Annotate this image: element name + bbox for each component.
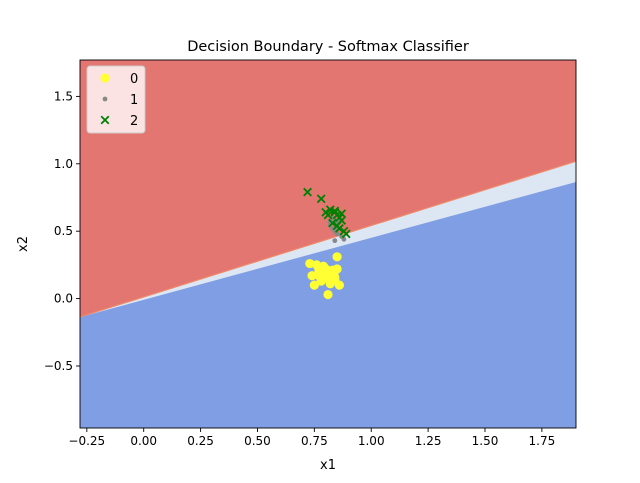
class-0-point bbox=[314, 265, 324, 275]
decision-boundary-line bbox=[80, 160, 576, 318]
class-0-point bbox=[309, 280, 319, 290]
decision-regions bbox=[80, 60, 576, 428]
class-0-point bbox=[325, 277, 335, 288]
class-0-point bbox=[332, 252, 342, 262]
x-tick-label: 0.75 bbox=[301, 434, 328, 448]
x-axis-ticks: −0.25 0.00 0.25 0.50 0.75 1.00 1.25 1.50 1.75 bbox=[68, 428, 555, 448]
x-axis-label: x1 bbox=[320, 458, 336, 473]
x-tick-label: 1.50 bbox=[472, 434, 499, 448]
legend-label-2: 2 bbox=[130, 114, 138, 129]
class-0-point bbox=[332, 264, 342, 274]
class-2-point bbox=[334, 224, 344, 233]
y-axis-ticks: −0.5 0.0 0.5 1.0 1.5 bbox=[44, 89, 80, 373]
legend-label-0: 0 bbox=[130, 72, 138, 87]
class-0-point bbox=[316, 276, 326, 286]
legend-marker-2 bbox=[100, 115, 110, 125]
class-1-point bbox=[332, 238, 338, 244]
y-tick-label: 0.0 bbox=[54, 292, 73, 306]
x-tick-label: 1.75 bbox=[529, 434, 556, 448]
class-0-region bbox=[80, 181, 576, 428]
x-tick-label: 0.50 bbox=[244, 434, 271, 448]
class-0-point bbox=[323, 289, 333, 300]
scatter-points bbox=[303, 187, 351, 300]
legend: 0 1 2 bbox=[86, 65, 146, 134]
x-tick-label: 1.25 bbox=[415, 434, 442, 448]
class-2-point bbox=[341, 229, 351, 239]
class-1-point bbox=[334, 231, 340, 237]
x-tick-label: 1.00 bbox=[358, 434, 385, 448]
class-2-point bbox=[328, 218, 337, 228]
y-tick-label: −0.5 bbox=[44, 359, 73, 373]
y-tick-label: 1.5 bbox=[54, 89, 73, 103]
legend-label-1: 1 bbox=[130, 93, 138, 108]
x-tick-label: 0.00 bbox=[130, 434, 157, 448]
y-tick-label: 1.0 bbox=[54, 157, 73, 171]
class-0-point bbox=[334, 280, 344, 290]
class-2-point bbox=[316, 194, 326, 204]
class-2-point bbox=[303, 187, 312, 197]
legend-marker-0 bbox=[100, 73, 110, 83]
class-2-point bbox=[323, 210, 333, 220]
plot-frame bbox=[79, 59, 577, 429]
class-2-point bbox=[330, 206, 340, 216]
y-tick-label: 0.5 bbox=[54, 224, 73, 238]
class-0-point bbox=[305, 258, 315, 269]
class-1-point bbox=[341, 236, 347, 242]
x-tick-label: −0.25 bbox=[68, 434, 105, 448]
x-tick-label: 0.25 bbox=[187, 434, 214, 448]
class-0-point bbox=[307, 271, 317, 281]
chart-title: Decision Boundary - Softmax Classifier bbox=[187, 39, 469, 55]
legend-marker-1 bbox=[102, 96, 108, 102]
y-axis-label: x2 bbox=[16, 236, 31, 252]
class-2-point bbox=[337, 209, 347, 219]
